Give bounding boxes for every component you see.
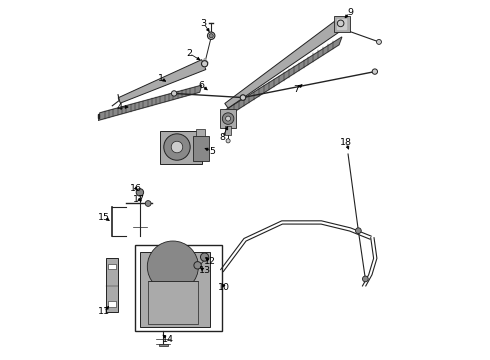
Circle shape <box>147 241 198 292</box>
Polygon shape <box>161 131 202 163</box>
Polygon shape <box>222 37 342 120</box>
Text: 10: 10 <box>219 283 230 292</box>
Text: 14: 14 <box>162 335 173 344</box>
Polygon shape <box>140 252 210 327</box>
Polygon shape <box>106 258 118 312</box>
Polygon shape <box>225 126 231 135</box>
Circle shape <box>207 32 215 40</box>
Polygon shape <box>159 344 168 346</box>
Circle shape <box>200 253 209 261</box>
Circle shape <box>209 34 213 38</box>
Circle shape <box>145 201 151 206</box>
Circle shape <box>172 91 177 96</box>
Polygon shape <box>225 20 343 108</box>
Polygon shape <box>98 114 99 118</box>
Polygon shape <box>202 58 208 67</box>
Text: 5: 5 <box>209 147 215 156</box>
Circle shape <box>164 134 190 160</box>
Polygon shape <box>196 129 205 136</box>
Text: 13: 13 <box>198 266 211 275</box>
Polygon shape <box>98 85 202 120</box>
Circle shape <box>194 262 201 269</box>
Polygon shape <box>108 264 116 269</box>
Circle shape <box>226 139 230 143</box>
Polygon shape <box>337 19 346 29</box>
Polygon shape <box>108 301 116 307</box>
Text: 12: 12 <box>204 257 216 266</box>
Text: 4: 4 <box>116 103 122 112</box>
Circle shape <box>222 113 234 124</box>
Polygon shape <box>148 281 197 324</box>
Text: 15: 15 <box>98 213 110 222</box>
Text: 17: 17 <box>133 195 145 204</box>
Circle shape <box>355 228 361 234</box>
Circle shape <box>201 61 208 67</box>
Text: 8: 8 <box>220 133 225 142</box>
Circle shape <box>240 95 245 100</box>
Circle shape <box>136 189 144 196</box>
Circle shape <box>376 40 381 44</box>
Polygon shape <box>194 136 209 161</box>
FancyBboxPatch shape <box>135 245 222 331</box>
Text: 2: 2 <box>186 49 193 58</box>
Circle shape <box>337 20 344 27</box>
Polygon shape <box>220 109 236 129</box>
Circle shape <box>171 141 183 153</box>
Polygon shape <box>334 16 350 32</box>
Circle shape <box>363 276 368 282</box>
Text: 9: 9 <box>347 8 353 17</box>
Circle shape <box>225 116 231 121</box>
Text: 16: 16 <box>130 184 142 193</box>
Text: 18: 18 <box>340 138 352 147</box>
Text: 1: 1 <box>157 74 164 83</box>
Text: 11: 11 <box>98 307 110 316</box>
Text: 3: 3 <box>201 19 207 28</box>
Text: 7: 7 <box>294 85 299 94</box>
Circle shape <box>240 95 245 100</box>
Text: 6: 6 <box>199 81 205 90</box>
Circle shape <box>372 69 377 74</box>
Polygon shape <box>118 60 206 103</box>
